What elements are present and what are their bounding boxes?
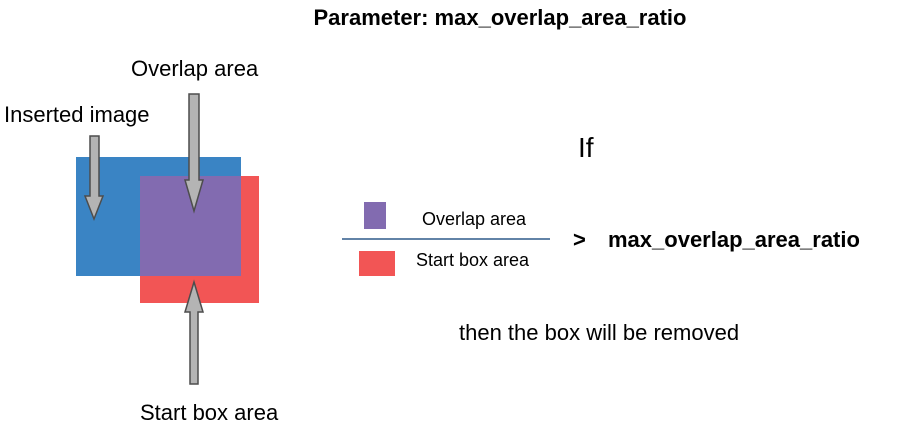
overlap-area-arrow (184, 93, 204, 214)
parameter-name: max_overlap_area_ratio (608, 227, 860, 252)
comparison-operator: > (573, 227, 586, 252)
start-box-area-arrow (183, 279, 205, 385)
start-box-area-swatch (359, 251, 395, 276)
diagram-title: Parameter: max_overlap_area_ratio (313, 5, 687, 30)
fraction-denominator: Start box area (416, 250, 530, 270)
inserted-image-label: Inserted image (4, 102, 150, 127)
inserted-image-arrow (83, 135, 105, 222)
overlap-area-swatch (364, 202, 386, 229)
fraction-numerator: Overlap area (422, 209, 527, 229)
if-label: If (578, 132, 594, 163)
result-text: then the box will be removed (459, 320, 740, 345)
start-box-area-label: Start box area (140, 400, 279, 425)
overlap-area-label: Overlap area (131, 56, 259, 81)
